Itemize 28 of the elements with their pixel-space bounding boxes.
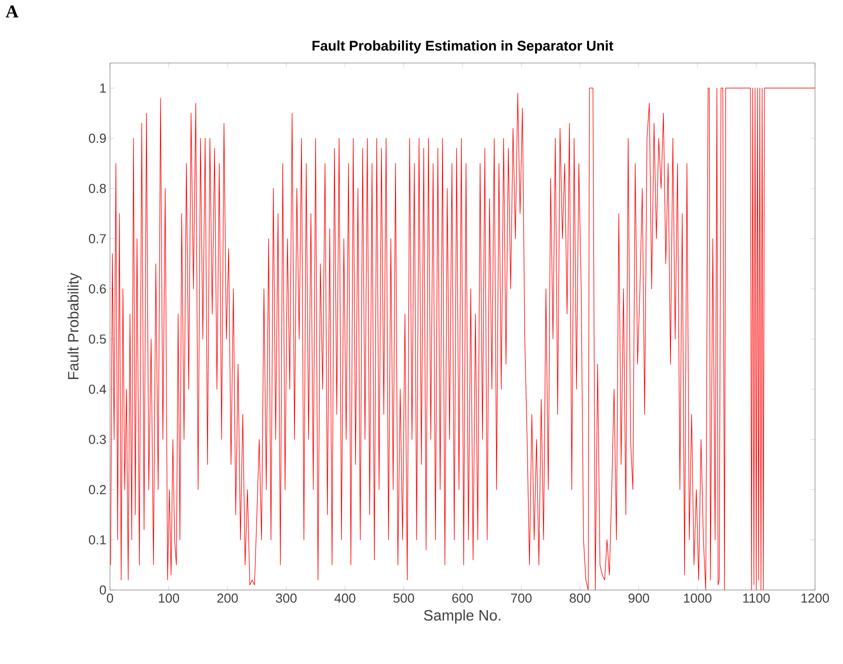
y-tick-label: 0.8 — [88, 184, 106, 194]
x-tick-label: 500 — [393, 594, 414, 603]
y-tick-label: 0 — [100, 585, 106, 595]
x-tick-label: 1000 — [684, 594, 712, 603]
y-tick-label: 0.3 — [88, 434, 106, 444]
y-tick-label: 0.9 — [88, 134, 106, 143]
x-tick-label: 0 — [106, 594, 114, 603]
y-tick-label: 0.4 — [88, 384, 106, 394]
y-tick-label: 0.5 — [88, 334, 106, 344]
y-tick-label: 0.2 — [88, 485, 106, 494]
x-tick-label: 600 — [452, 594, 473, 603]
x-tick-label: 100 — [158, 594, 180, 603]
chart-title: Fault Probability Estimation in Separator Unit — [312, 40, 614, 54]
y-tick-label: 0.1 — [88, 535, 106, 544]
x-tick-label: 1200 — [802, 594, 829, 603]
y-tick-label: 0.7 — [88, 234, 106, 244]
y-tick-label: 1 — [100, 84, 106, 93]
x-tick-label: 800 — [570, 594, 590, 603]
x-tick-label: 1100 — [743, 594, 770, 603]
x-tick-label: 200 — [217, 594, 238, 603]
x-tick-label: 700 — [511, 594, 532, 603]
text: A — [6, 6, 18, 18]
y-axis-title: Fault Probability — [68, 272, 82, 380]
x-tick-label: 300 — [276, 594, 297, 603]
x-tick-label: 900 — [628, 594, 650, 603]
x-tick-label: 400 — [334, 594, 356, 603]
x-axis-title: Sample No. — [424, 610, 500, 624]
y-tick-label: 0.6 — [88, 284, 106, 294]
